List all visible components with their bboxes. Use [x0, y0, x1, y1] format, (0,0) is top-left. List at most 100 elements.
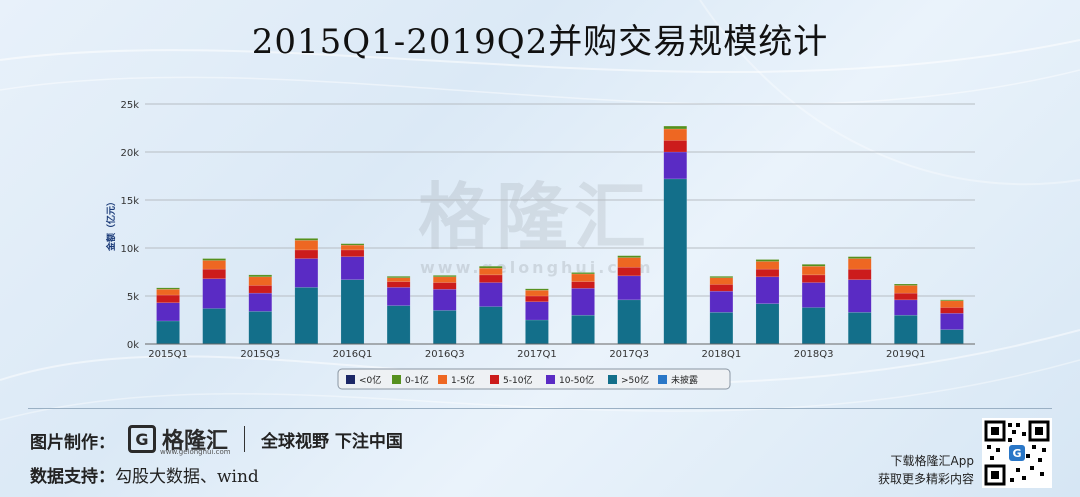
bar-segment: [156, 289, 180, 296]
bar-segment: [294, 258, 319, 288]
bar-segment: [847, 258, 872, 270]
bar-segment: [479, 274, 503, 283]
bar-segment: [847, 312, 872, 345]
bar-segment: [156, 294, 180, 303]
bar-segment: [432, 310, 457, 345]
bar-segment: [525, 289, 549, 297]
bar-segment: [432, 289, 457, 311]
bar-segment: [894, 292, 918, 301]
bar-segment: [894, 314, 918, 345]
bar-segment: [709, 284, 734, 292]
x-tick-label: 2016Q1: [333, 349, 373, 360]
y-tick-label: 25k: [120, 100, 139, 111]
bar-segment: [801, 264, 826, 267]
bar-segment: [709, 276, 734, 279]
x-tick-label: 2017Q3: [609, 349, 649, 360]
legend-label: 0-1亿: [405, 374, 429, 386]
brand-slogan: 全球视野 下注中国: [261, 431, 403, 452]
bar-segment: [847, 256, 872, 259]
app-promo-text: 获取更多精彩内容: [877, 472, 974, 486]
y-tick-label: 10k: [120, 244, 139, 255]
bar-segment: [294, 240, 319, 251]
bar-segment: [479, 267, 503, 276]
legend-box: [337, 368, 731, 390]
bar-segment: [479, 306, 503, 345]
bar-segment: [294, 249, 319, 259]
x-tick-label: 2017Q1: [517, 349, 557, 360]
bar-segment: [709, 290, 734, 313]
bar-segment: [894, 299, 918, 316]
x-tick-label: 2018Q3: [794, 349, 834, 360]
bar-segment: [755, 303, 780, 345]
svg-text:G: G: [1012, 447, 1021, 460]
bar-segment: [479, 265, 503, 269]
bar-segment: [432, 282, 457, 290]
brand-separator: [244, 426, 246, 452]
bar-segment: [571, 281, 595, 289]
bar-segment: [248, 274, 273, 278]
bar-segment: [940, 299, 964, 302]
bar-segment: [202, 278, 226, 309]
bar-chart: 0k 5k 10k 15k 20k 25k 金额（亿元） 2015Q1 2015Q3 2016Q1…: [105, 100, 975, 390]
bar-segment: [525, 295, 549, 303]
legend-label: <0亿: [359, 374, 381, 386]
data-support: 数据支持：勾股大数据、wind: [30, 462, 259, 487]
x-tick-label: 2016Q3: [425, 349, 465, 360]
y-tick-label: 0k: [127, 340, 139, 351]
bar-segment: [847, 268, 872, 280]
legend-label: 10-50亿: [559, 374, 594, 386]
bar-segment: [340, 256, 365, 280]
bar-segment: [940, 313, 964, 330]
bar-segment: [940, 300, 964, 308]
bar-segment: [801, 307, 826, 345]
bar-segment: [755, 268, 780, 278]
x-tick-label: 2018Q1: [702, 349, 742, 360]
bar-segment: [617, 266, 641, 277]
bar-segment: [571, 272, 595, 275]
x-tick-label: 2015Q1: [148, 349, 188, 360]
bar-segment: [894, 283, 918, 286]
brand-block: G 格隆汇 全球视野 下注中国: [128, 423, 403, 455]
bar-segment: [894, 285, 918, 294]
bar-segment: [432, 276, 457, 283]
bar-segment: [663, 151, 688, 180]
legend-swatch: [608, 375, 617, 384]
bar-segment: [386, 281, 411, 288]
bar-segment: [248, 292, 273, 312]
bar-segment: [801, 282, 826, 308]
bar-segment: [340, 279, 365, 345]
y-tick-label: 20k: [120, 148, 139, 159]
bar-segment: [755, 261, 780, 270]
x-tick-label: 2019Q1: [886, 349, 926, 360]
bar-segment: [571, 273, 595, 282]
bar-segment: [340, 249, 365, 257]
bar-segment: [617, 299, 641, 345]
chart-title: 2015Q1-2019Q2并购交易规模统计: [251, 22, 829, 62]
qr-code-icon: G: [982, 418, 1052, 488]
bar-segment: [248, 276, 273, 286]
legend-swatch: [438, 375, 447, 384]
data-support-value: 勾股大数据、wind: [115, 467, 259, 487]
bar-segment: [571, 288, 595, 316]
bar-segment: [340, 243, 365, 246]
bar-segment: [386, 287, 411, 306]
bar-segment: [847, 279, 872, 313]
bar-segment: [617, 275, 641, 301]
bar-segment: [386, 276, 411, 279]
bar-segment: [940, 307, 964, 314]
bar-segment: [432, 275, 457, 278]
x-tick-label: 2015Q3: [240, 349, 280, 360]
bar-segment: [525, 288, 549, 291]
legend-label: 5-10亿: [503, 374, 532, 386]
bar-segment: [801, 274, 826, 283]
data-support-label: 数据支持：: [30, 467, 115, 487]
bar-segment: [755, 276, 780, 304]
bar-segment: [202, 268, 226, 279]
legend-swatch: [490, 375, 499, 384]
bar-segment: [755, 259, 780, 262]
bar-segment: [709, 277, 734, 285]
bar-segment: [525, 301, 549, 321]
bar-segment: [248, 311, 273, 345]
bar-segment: [202, 308, 226, 345]
bar-segment: [663, 178, 688, 345]
